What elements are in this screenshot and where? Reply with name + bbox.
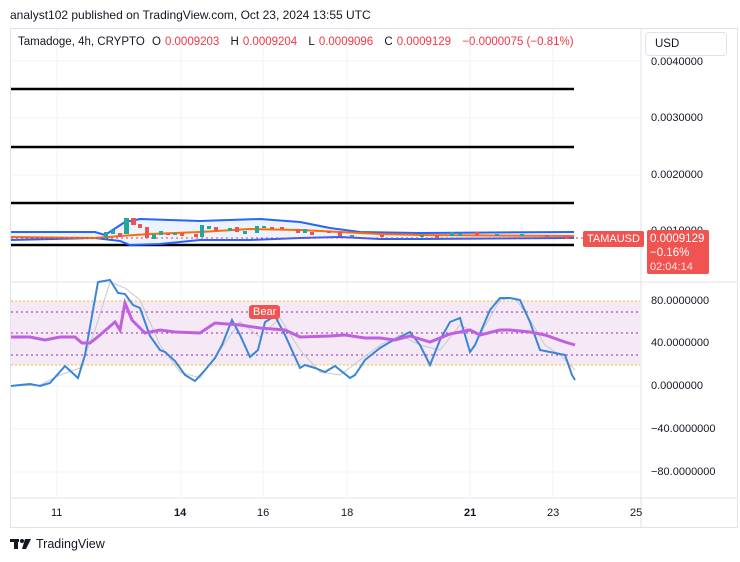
symbol-tag: TAMAUSD: [583, 231, 644, 247]
time-tick: 21: [464, 507, 477, 519]
indicator-tick: −80.0000000: [651, 466, 716, 478]
close-value: 0.0009129: [396, 36, 452, 48]
change-value: −0.0000075 (−0.81%): [462, 36, 574, 48]
price-tick: 0.0030000: [651, 112, 703, 124]
time-tick: 23: [547, 507, 560, 519]
bar-countdown: 02:04:14: [650, 261, 693, 273]
indicator-tick: 80.0000000: [651, 295, 710, 307]
published-header: analyst102 published on TradingView.com,…: [10, 8, 371, 22]
indicator-tick: −40.0000000: [651, 423, 716, 435]
symbol-name[interactable]: Tamadoge, 4h, CRYPTO: [18, 36, 145, 48]
last-change-pct: −0.16%: [650, 247, 690, 259]
last-price-tag: 0.0009129 −0.16% 02:04:14: [647, 230, 709, 274]
time-tick: 14: [174, 507, 187, 519]
time-tick: 16: [257, 507, 270, 519]
ohlc-legend: Tamadoge, 4h, CRYPTO O 0.0009203 H 0.00092…: [18, 36, 574, 48]
last-price: 0.0009129: [650, 233, 705, 245]
chart-frame: [10, 28, 738, 528]
currency-button[interactable]: USD: [645, 32, 727, 56]
time-tick: 25: [630, 507, 643, 519]
indicator-tick: 0.0000000: [651, 380, 703, 392]
tradingview-brand[interactable]: TradingView: [10, 537, 105, 551]
price-tick: 0.0040000: [651, 56, 703, 68]
low-value: 0.0009096: [318, 36, 374, 48]
bear-signal-label: Bear: [249, 305, 281, 319]
indicator-tick: 40.0000000: [651, 337, 710, 349]
high-value: 0.0009204: [242, 36, 298, 48]
open-value: 0.0009203: [164, 36, 220, 48]
brand-name: TradingView: [36, 537, 105, 551]
time-tick: 11: [51, 507, 63, 519]
price-tick: 0.0020000: [651, 169, 703, 181]
tradingview-logo-icon: [10, 539, 31, 549]
time-tick: 18: [341, 507, 354, 519]
